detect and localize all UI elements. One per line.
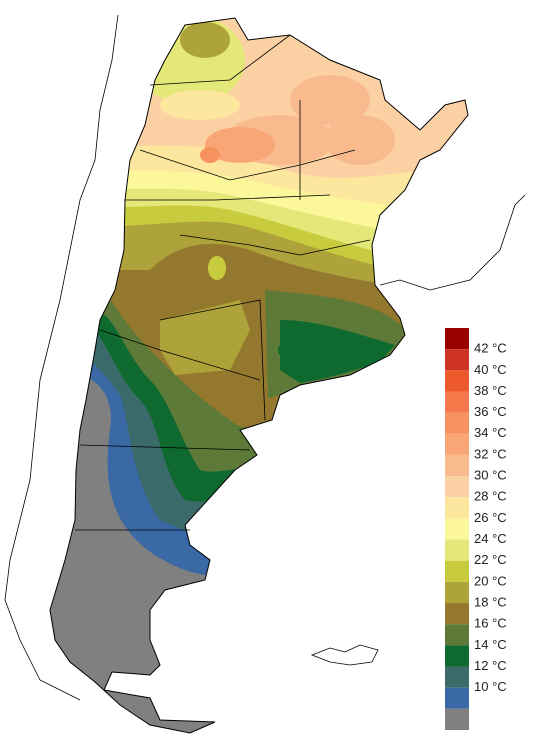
- legend-swatch: [445, 391, 469, 413]
- legend-swatch: [445, 349, 469, 371]
- legend-label: 42 °C: [474, 341, 507, 356]
- falkland-islands: [310, 644, 379, 666]
- legend: 42 °C 40 °C 38 °C 36 °C 34 °C 32 °C 30 °C 28 °C…: [445, 328, 507, 730]
- legend-label: 16 °C: [474, 616, 507, 631]
- legend-label: 26 °C: [474, 510, 507, 525]
- legend-swatch: [445, 687, 469, 709]
- legend-swatch: [445, 370, 469, 392]
- legend-swatch: [445, 539, 469, 561]
- legend-label: 10 °C: [474, 679, 507, 694]
- legend-label: 20 °C: [474, 573, 507, 588]
- legend-label: 34 °C: [474, 425, 507, 440]
- province-borders: [75, 34, 371, 531]
- legend-swatch: [445, 624, 469, 646]
- uruguay-coast: [379, 194, 526, 291]
- legend-label: 24 °C: [474, 531, 507, 546]
- legend-label: 40 °C: [474, 362, 507, 377]
- legend-swatch: [445, 433, 469, 455]
- legend-swatch: [445, 454, 469, 477]
- legend-label: 38 °C: [474, 383, 507, 398]
- legend-label: 14 °C: [474, 637, 507, 652]
- legend-label: 30 °C: [474, 468, 507, 483]
- legend-label: 12 °C: [474, 658, 507, 673]
- legend-label: 18 °C: [474, 594, 507, 609]
- legend-label: 36 °C: [474, 404, 507, 419]
- legend-swatch: [445, 603, 469, 625]
- legend-swatch: [445, 560, 469, 582]
- legend-label: 28 °C: [474, 489, 507, 504]
- legend-swatch: [445, 476, 469, 498]
- legend-swatch: [445, 497, 469, 519]
- legend-swatch: [445, 645, 469, 667]
- legend-label: 22 °C: [474, 552, 507, 567]
- legend-swatch: [445, 581, 469, 604]
- legend-swatch: [445, 328, 469, 350]
- chile-coast: [4, 14, 119, 701]
- legend-label: 32 °C: [474, 446, 507, 461]
- legend-swatch: [445, 708, 469, 730]
- legend-swatch: [445, 518, 469, 540]
- legend-swatch: [445, 412, 469, 434]
- legend-swatch: [445, 666, 469, 688]
